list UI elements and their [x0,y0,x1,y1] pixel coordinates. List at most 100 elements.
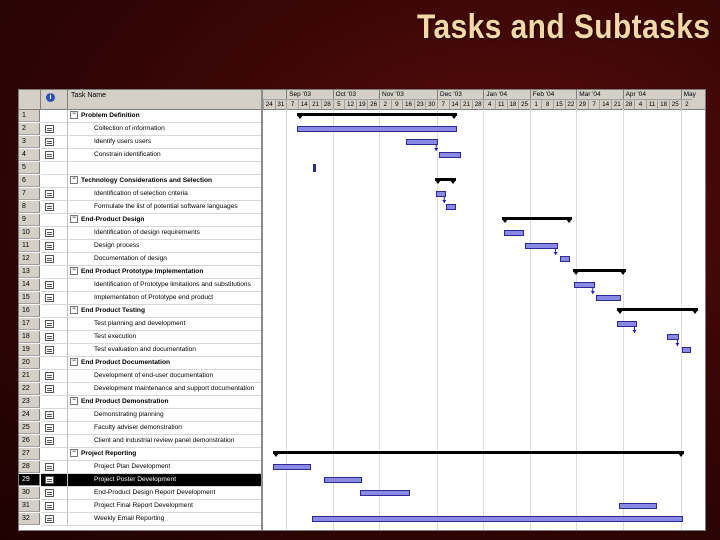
task-row[interactable]: 17 Test planning and development [19,318,261,331]
task-row[interactable]: 20 − End Product Documentation [19,357,261,370]
task-row[interactable]: 10 Identification of design requirements [19,227,261,240]
task-bar[interactable] [439,152,462,158]
task-row[interactable]: 12 Documentation of design [19,253,261,266]
task-bar[interactable] [405,139,439,145]
row-number[interactable]: 16 [19,305,40,317]
task-name-cell[interactable]: Faculty adviser demonstration [68,422,261,435]
task-notes-icon[interactable] [45,320,54,328]
task-notes-icon[interactable] [45,489,54,497]
task-name-cell[interactable]: Project Poster Development [68,474,261,487]
task-notes-icon[interactable] [45,346,54,354]
task-name-cell[interactable]: Test execution [68,331,261,344]
task-row[interactable]: 8 Formulate the list of potential softwar… [19,201,261,214]
task-bar[interactable] [296,126,457,132]
task-row[interactable]: 29 Project Poster Development [19,474,261,487]
task-notes-icon[interactable] [45,411,54,419]
row-number[interactable]: 6 [19,175,40,187]
task-row[interactable]: 16 − End Product Testing [19,305,261,318]
task-bar[interactable] [595,295,622,301]
task-row[interactable]: 22 Development maintenance and support do… [19,383,261,396]
task-bar[interactable] [311,516,683,522]
task-bar[interactable] [525,243,558,249]
task-notes-icon[interactable] [45,294,54,302]
task-name-cell[interactable]: Development of end-user documentation [68,370,261,383]
task-bar[interactable] [681,347,692,353]
task-bar[interactable] [360,490,411,496]
row-number[interactable]: 29 [19,474,40,486]
row-number[interactable]: 12 [19,253,40,265]
collapse-toggle-icon[interactable]: − [70,397,78,406]
collapse-toggle-icon[interactable]: − [70,176,78,185]
task-bar[interactable] [446,204,456,210]
task-name-cell[interactable]: Development maintenance and support docu… [68,383,261,396]
task-row[interactable]: 21 Development of end-user documentation [19,370,261,383]
task-notes-icon[interactable] [45,385,54,393]
row-number[interactable]: 19 [19,344,40,356]
task-row[interactable]: 26 Client and industrial review panel dem… [19,435,261,448]
task-bar[interactable] [559,256,571,262]
collapse-toggle-icon[interactable]: − [70,215,78,224]
task-name-cell[interactable]: Project Plan Development [68,461,261,474]
row-number[interactable]: 3 [19,136,40,148]
collapse-toggle-icon[interactable]: − [70,267,78,276]
task-name-cell[interactable]: − End Product Testing [68,305,261,318]
task-bar[interactable] [324,477,362,483]
row-number[interactable]: 13 [19,266,40,278]
row-number[interactable]: 24 [19,409,40,421]
summary-bar[interactable] [572,269,627,275]
task-notes-icon[interactable] [45,333,54,341]
collapse-toggle-icon[interactable]: − [70,306,78,315]
task-row[interactable]: 6 − Technology Considerations and Selectio… [19,175,261,188]
task-notes-icon[interactable] [45,502,54,510]
row-number[interactable]: 2 [19,123,40,135]
task-name-cell[interactable]: − Project Reporting [68,448,261,461]
task-bar[interactable] [573,282,595,288]
task-notes-icon[interactable] [45,229,54,237]
summary-bar[interactable] [296,113,457,119]
task-name-cell[interactable]: End-Product Design Report Development [68,487,261,500]
task-name-cell[interactable]: − Problem Definition [68,110,261,123]
task-name-cell[interactable] [68,162,261,175]
task-name-cell[interactable]: − End Product Documentation [68,357,261,370]
task-name-cell[interactable]: Demonstrating planning [68,409,261,422]
row-number[interactable]: 14 [19,279,40,291]
task-name-header[interactable]: Task Name [71,92,107,99]
row-number[interactable]: 22 [19,383,40,395]
task-row[interactable]: 28 Project Plan Development [19,461,261,474]
task-bar[interactable] [504,230,524,236]
row-number[interactable]: 20 [19,357,40,369]
row-number[interactable]: 4 [19,149,40,161]
task-marker[interactable] [312,164,316,172]
task-name-cell[interactable]: Weekly Email Reporting [68,513,261,526]
row-number[interactable]: 11 [19,240,40,252]
task-bar[interactable] [616,321,637,327]
row-number[interactable]: 28 [19,461,40,473]
task-bar[interactable] [435,191,447,197]
task-row[interactable]: 32 Weekly Email Reporting [19,513,261,526]
task-name-cell[interactable]: − End Product Demonstration [68,396,261,409]
task-notes-icon[interactable] [45,372,54,380]
task-notes-icon[interactable] [45,463,54,471]
task-notes-icon[interactable] [45,125,54,133]
task-name-cell[interactable]: Client and industrial review panel demon… [68,435,261,448]
task-name-cell[interactable]: Project Final Report Development [68,500,261,513]
row-number[interactable]: 23 [19,396,40,408]
collapse-toggle-icon[interactable]: − [70,449,78,458]
task-bar[interactable] [273,464,311,470]
task-row[interactable]: 30 End-Product Design Report Development [19,487,261,500]
row-number[interactable]: 31 [19,500,40,512]
task-notes-icon[interactable] [45,255,54,263]
task-name-cell[interactable]: Constrain identification [68,149,261,162]
task-row[interactable]: 13 − End Product Prototype Implementation [19,266,261,279]
task-name-cell[interactable]: Identification of design requirements [68,227,261,240]
task-name-cell[interactable]: Documentation of design [68,253,261,266]
indicators-header[interactable]: i [41,90,68,109]
task-row[interactable]: 14 Identification of Prototype limitation… [19,279,261,292]
task-name-cell[interactable]: Implementation of Prototype end product [68,292,261,305]
task-row[interactable]: 2 Collection of information [19,123,261,136]
task-row[interactable]: 7 Identification of selection criteria [19,188,261,201]
row-number[interactable]: 27 [19,448,40,460]
collapse-toggle-icon[interactable]: − [70,111,78,120]
row-number[interactable]: 1 [19,110,40,122]
row-number[interactable]: 25 [19,422,40,434]
